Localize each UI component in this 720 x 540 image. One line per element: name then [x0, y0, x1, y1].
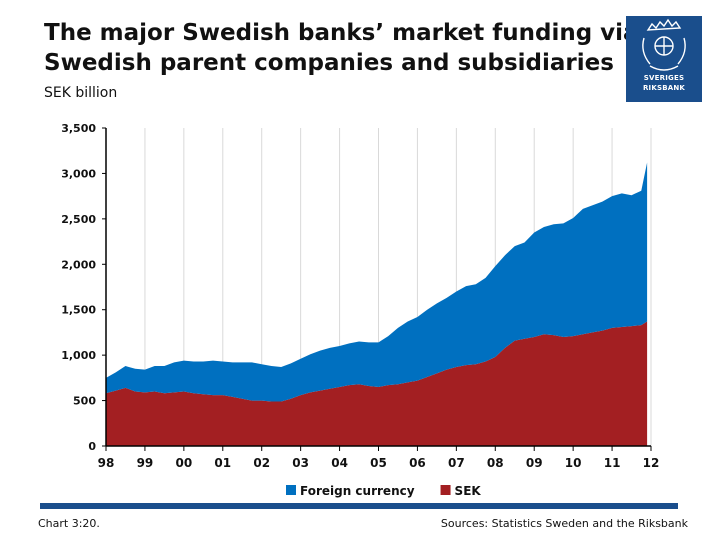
legend: Foreign currency SEK: [286, 484, 481, 498]
x-tick-label: 04: [331, 456, 348, 470]
area-series-foreign-currency: [106, 162, 648, 402]
y-tick-label: 0: [88, 440, 96, 453]
y-tick-label: 1,500: [61, 304, 96, 317]
chart-title: The major Swedish banks’ market funding …: [44, 18, 639, 78]
x-tick-label: 02: [253, 456, 270, 470]
area-series-sek: [106, 321, 648, 446]
x-tick-label: 09: [526, 456, 543, 470]
logo-text-line-2: RIKSBANK: [642, 84, 686, 92]
legend-label: Foreign currency: [300, 484, 415, 498]
area-series: [106, 162, 648, 446]
x-tick-label: 03: [292, 456, 309, 470]
x-tick-label: 08: [487, 456, 504, 470]
x-tick-label: 98: [98, 456, 115, 470]
x-tick-label: 07: [448, 456, 465, 470]
x-tick-label: 11: [604, 456, 621, 470]
legend-swatch: [440, 485, 451, 495]
x-tick-label: 06: [409, 456, 426, 470]
chart-title-line-1: The major Swedish banks’ market funding …: [44, 20, 639, 46]
footer-divider: [40, 503, 678, 509]
y-tick-label: 3,500: [61, 122, 96, 135]
y-tick-label: 2,000: [61, 258, 96, 271]
unit-label: SEK billion: [44, 85, 118, 101]
x-tick-label: 00: [176, 456, 193, 470]
y-tick-label: 2,500: [61, 213, 96, 226]
sources-note: Sources: Statistics Sweden and the Riksb…: [440, 517, 688, 530]
legend-swatch: [286, 485, 296, 495]
x-tick-label: 99: [137, 456, 154, 470]
x-tick-label: 01: [214, 456, 231, 470]
y-tick-label: 3,000: [61, 167, 96, 180]
logo-text-line-1: SVERIGES: [643, 74, 685, 82]
riksbank-crest-icon: [642, 18, 686, 71]
chart-title-line-2: Swedish parent companies and subsidiarie…: [44, 50, 614, 76]
riksbank-logo: SVERIGES RIKSBANK: [626, 16, 702, 102]
x-tick-label: 12: [643, 456, 660, 470]
x-tick-label: 10: [565, 456, 582, 470]
y-tick-label: 500: [73, 395, 96, 408]
chart-number: Chart 3:20.: [38, 517, 100, 530]
y-tick-label: 1,000: [61, 349, 96, 362]
x-tick-label: 05: [370, 456, 387, 470]
legend-label: SEK: [455, 484, 482, 498]
